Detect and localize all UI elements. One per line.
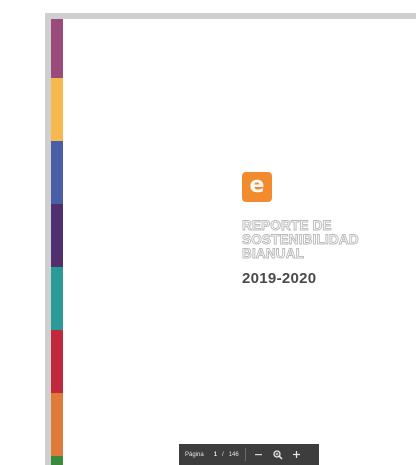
zoom-out-button[interactable] bbox=[252, 448, 266, 462]
stripe-3 bbox=[51, 141, 63, 204]
stripe-8 bbox=[51, 456, 63, 465]
brand-logo: e bbox=[242, 172, 272, 202]
zoom-magnifier-icon bbox=[273, 449, 283, 460]
stripe-7 bbox=[51, 393, 63, 456]
cover-title: REPORTE DE SOSTENIBILIDAD BIANUAL bbox=[242, 218, 412, 261]
stripe-6 bbox=[51, 330, 63, 393]
cover-block: e REPORTE DE SOSTENIBILIDAD BIANUAL 2019… bbox=[242, 172, 412, 287]
cover-title-line-2: SOSTENIBILIDAD bbox=[242, 232, 360, 247]
cover-title-line-1: REPORTE DE bbox=[242, 218, 332, 233]
cover-years: 2019-2020 bbox=[242, 270, 317, 287]
pdf-page: e REPORTE DE SOSTENIBILIDAD BIANUAL 2019… bbox=[51, 19, 416, 465]
viewer-top-border bbox=[45, 13, 416, 19]
current-page-input[interactable]: 1 bbox=[213, 451, 218, 458]
toolbar-divider bbox=[244, 448, 246, 461]
viewer-left-border bbox=[45, 13, 51, 465]
total-pages: 146 bbox=[228, 451, 239, 458]
pdf-toolbar: Página 1 / 146 bbox=[179, 444, 319, 465]
minus-icon bbox=[255, 454, 263, 456]
cover-title-line-3: BIANUAL bbox=[242, 246, 305, 261]
stripe-1 bbox=[51, 19, 63, 78]
stripe-5 bbox=[51, 267, 63, 330]
page-separator: / bbox=[222, 451, 224, 458]
zoom-in-button[interactable] bbox=[290, 448, 304, 462]
stripe-4 bbox=[51, 204, 63, 267]
zoom-magnifier-button[interactable] bbox=[271, 448, 285, 462]
page-label: Página bbox=[185, 451, 204, 458]
stripe-2 bbox=[51, 78, 63, 141]
color-stripe-bar bbox=[51, 19, 63, 465]
plus-icon bbox=[293, 451, 301, 458]
